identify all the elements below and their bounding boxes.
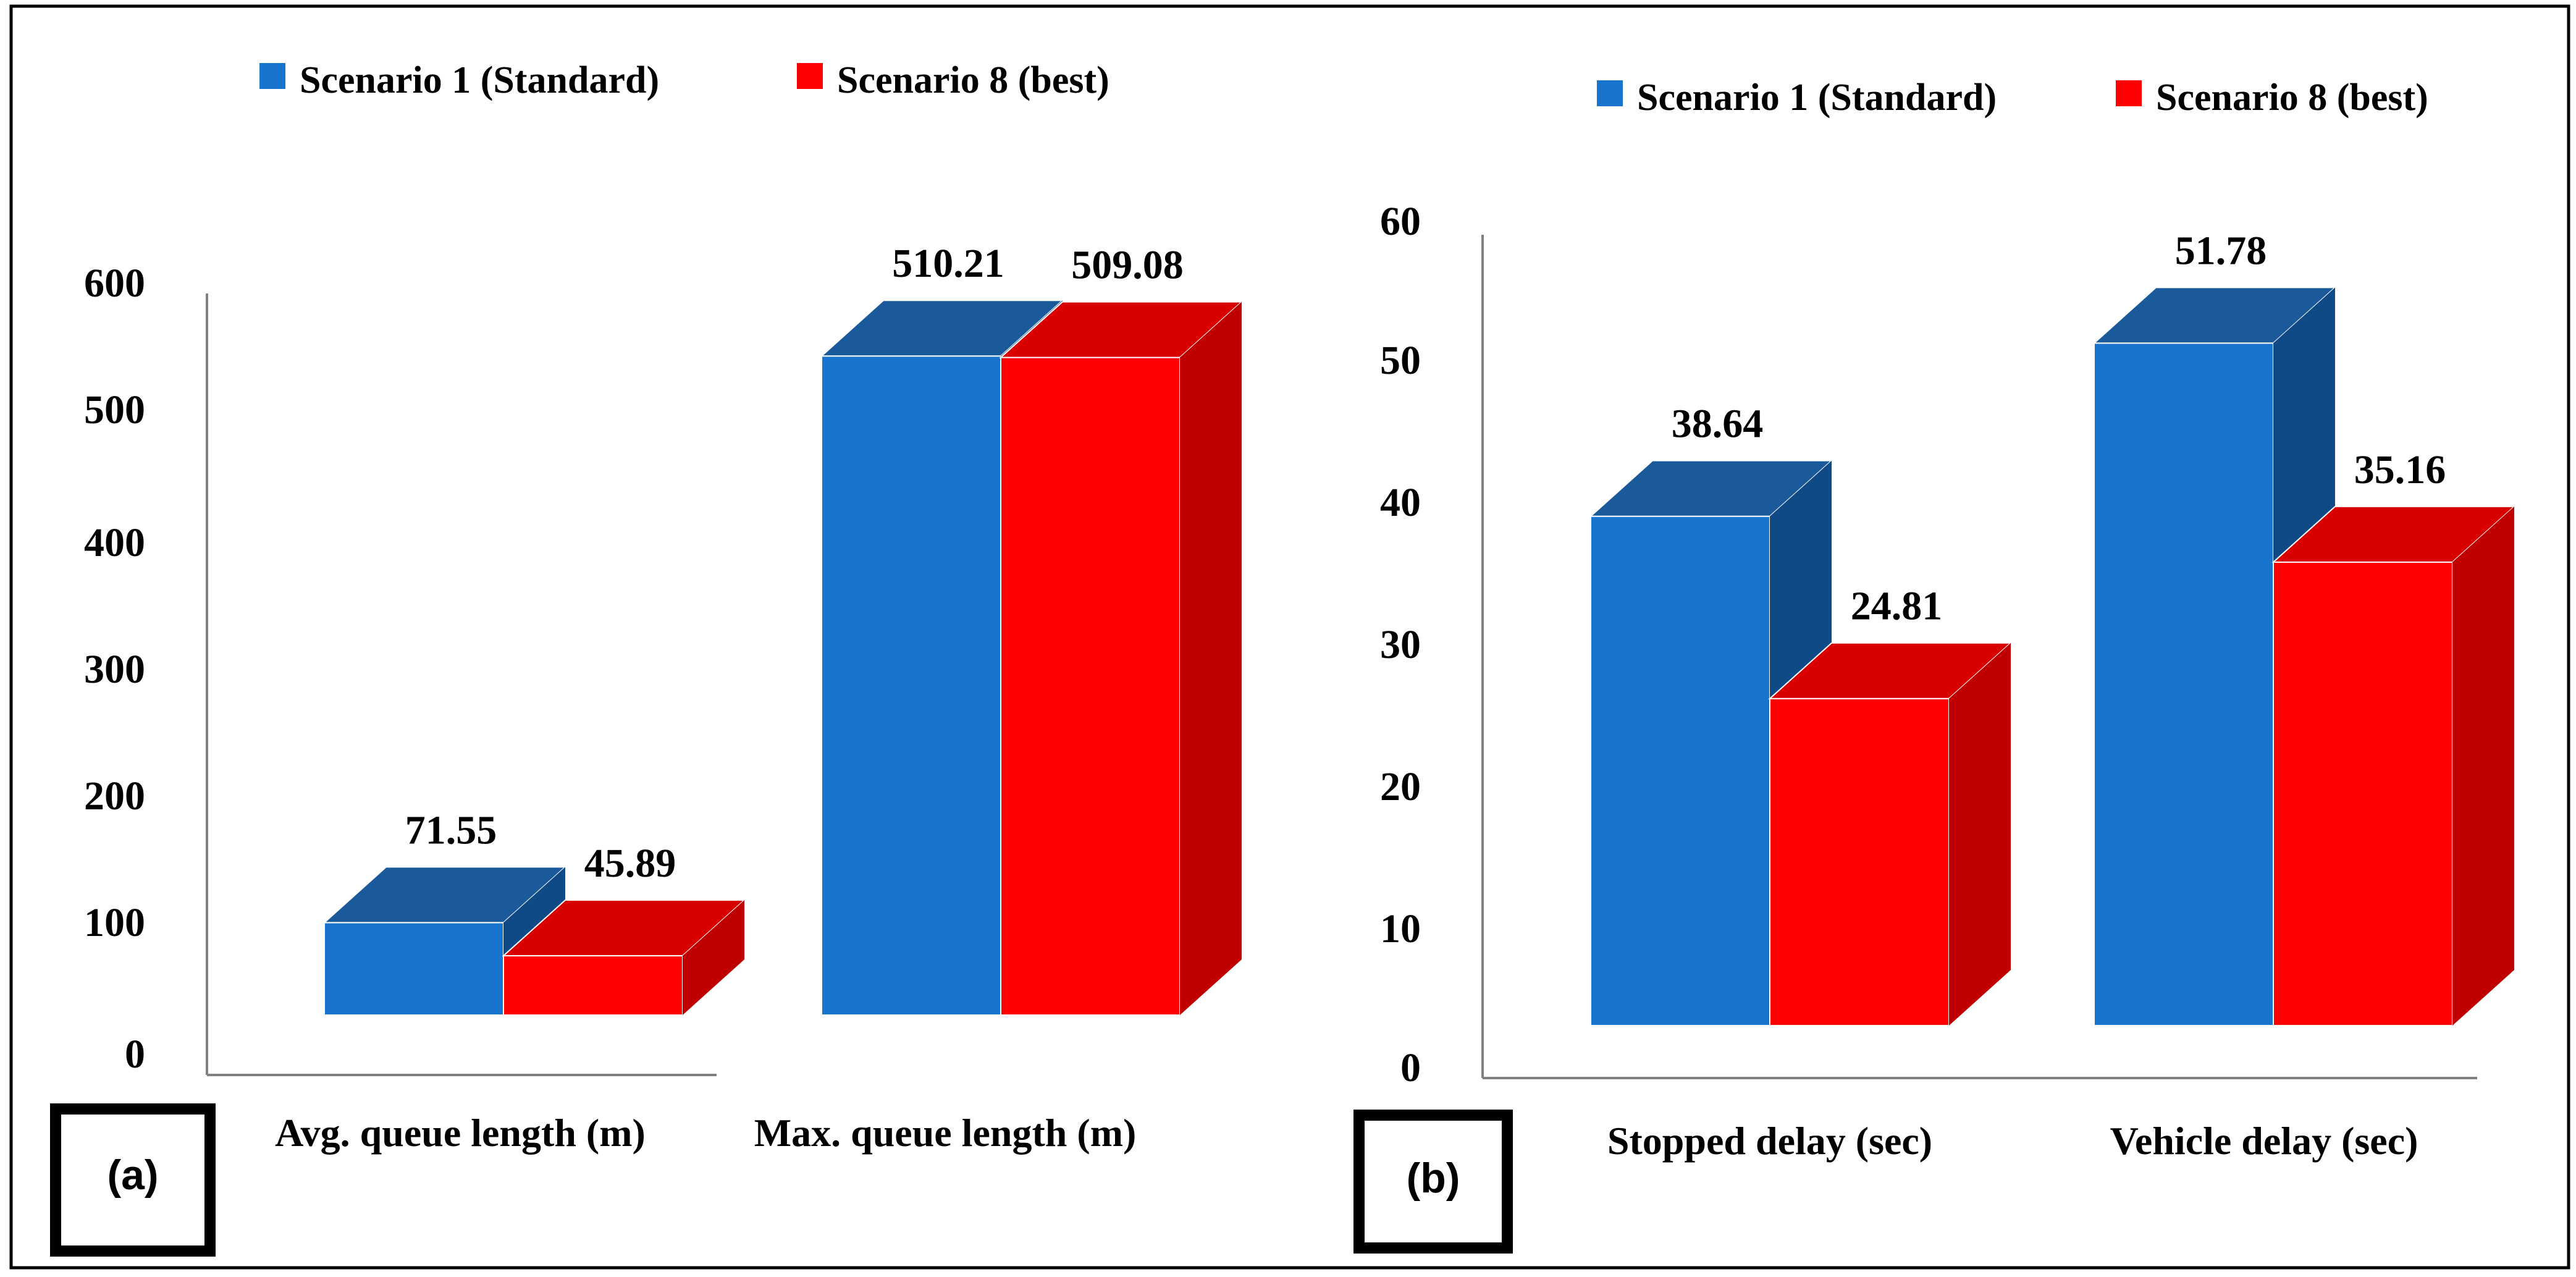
bar-scenario8 (503, 955, 683, 1016)
bar-side-scenario8 (1180, 301, 1242, 1015)
data-label: 51.78 (2175, 228, 2267, 273)
category-label: Avg. queue length (m) (275, 1111, 646, 1155)
y-tick-label: 100 (84, 900, 145, 945)
y-tick-label: 60 (1380, 199, 1421, 244)
bar-scenario1 (2094, 342, 2274, 1026)
y-tick-label: 50 (1380, 338, 1421, 383)
data-label: 71.55 (405, 807, 497, 853)
legend-swatch-scenario8 (2116, 80, 2142, 106)
bar-scenario1 (1590, 515, 1770, 1026)
y-tick-label: 40 (1380, 480, 1421, 525)
bar-side-scenario8 (2452, 506, 2514, 1026)
y-tick-label: 20 (1380, 764, 1421, 809)
bar-scenario8 (1769, 698, 1950, 1026)
bar-side-scenario8 (683, 900, 744, 1015)
bar-scenario8 (2273, 561, 2453, 1026)
y-tick-label: 10 (1380, 906, 1421, 951)
y-tick-label: 30 (1380, 622, 1421, 667)
y-tick-label: 300 (84, 647, 145, 692)
category-label: Stopped delay (sec) (1607, 1119, 1932, 1163)
legend-label: Scenario 8 (best) (837, 59, 1109, 101)
data-label: 45.89 (584, 841, 676, 886)
category-label: Max. queue length (m) (754, 1111, 1137, 1155)
legend-swatch-scenario1 (1597, 80, 1623, 106)
legend-label: Scenario 1 (Standard) (1637, 77, 1997, 119)
data-label: 509.08 (1071, 243, 1184, 288)
panel-label: (b) (1407, 1155, 1460, 1202)
bar-side-scenario8 (1949, 643, 2011, 1026)
data-label: 38.64 (1672, 402, 1764, 447)
panel-label: (a) (107, 1152, 158, 1199)
bar-scenario1 (324, 922, 504, 1016)
panel-label-box (1353, 1110, 1513, 1254)
legend-label: Scenario 1 (Standard) (300, 59, 659, 101)
bar-scenario1 (821, 355, 1001, 1016)
y-tick-label: 400 (84, 520, 145, 565)
panel-label-box (50, 1103, 216, 1257)
legend-label: Scenario 8 (best) (2156, 77, 2428, 119)
panel-a: 0 100 200 300 400 500 600 71.55 45.89 510.21 509.0… (50, 59, 1244, 1257)
y-tick-label: 600 (84, 261, 145, 306)
y-tick-label: 0 (1400, 1045, 1421, 1090)
y-tick-label: 0 (125, 1032, 145, 1077)
legend-swatch-scenario8 (797, 63, 823, 89)
category-label: Vehicle delay (sec) (2110, 1119, 2418, 1163)
data-label: 24.81 (1851, 584, 1943, 629)
panel-b: 0 10 20 30 40 50 60 38.64 24.81 51.78 35.16 Stopped… (1353, 77, 2516, 1254)
y-tick-label: 200 (84, 773, 145, 819)
legend-swatch-scenario1 (259, 63, 285, 89)
data-label: 510.21 (892, 241, 1004, 286)
data-label: 35.16 (2354, 447, 2446, 492)
y-tick-label: 500 (84, 387, 145, 432)
bar-scenario8 (1000, 356, 1181, 1016)
